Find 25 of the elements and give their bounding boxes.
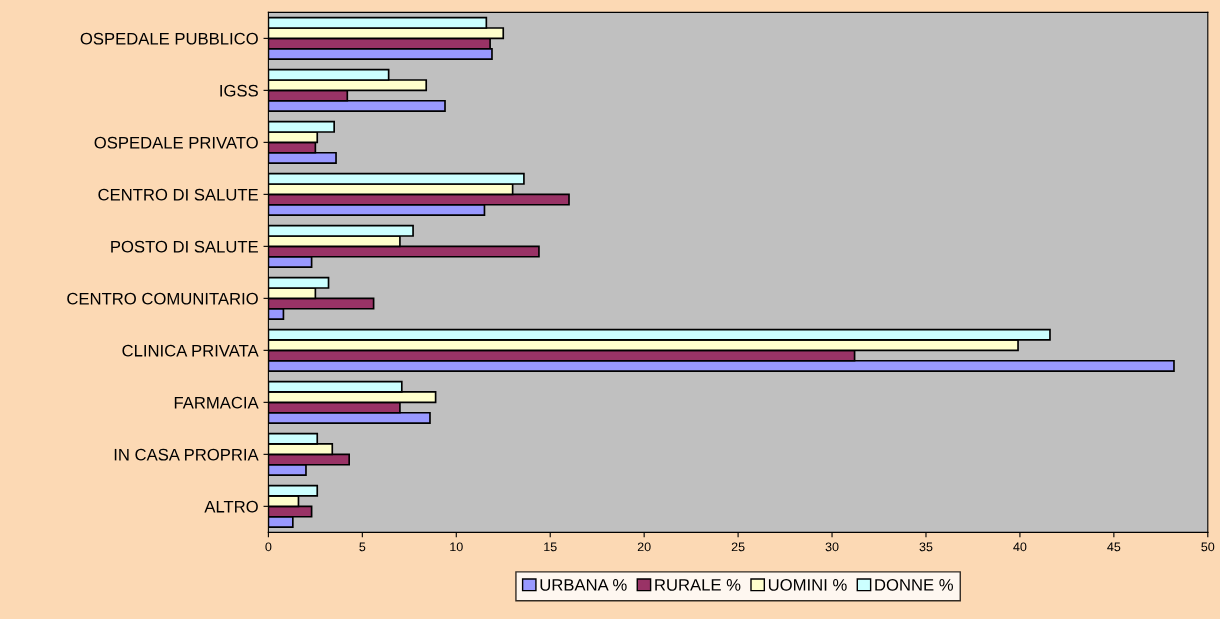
x-tick-label: 20: [637, 542, 651, 552]
x-tick-label: 25: [731, 542, 745, 552]
legend-label: URBANA %: [540, 579, 627, 591]
x-tick-label: 15: [544, 542, 557, 552]
x-tick-label: 5: [359, 542, 366, 552]
x-tick-label: 40: [1013, 542, 1027, 552]
legend-label: RURALE %: [655, 579, 741, 591]
y-tick-label: CENTRO DI SALUTE: [98, 188, 258, 201]
x-tick-label: 45: [1107, 542, 1121, 552]
y-tick-label: OSPEDALE PUBBLICO: [80, 32, 258, 45]
y-tick-label: IGSS: [220, 84, 258, 97]
x-tick-label: 50: [1201, 542, 1215, 552]
legend-label: UOMINI %: [768, 578, 847, 591]
x-tick-label: 35: [919, 542, 933, 552]
y-tick-label: OSPEDALE PRIVATO: [94, 136, 258, 149]
y-tick-label: ALTRO: [204, 500, 258, 513]
y-tick-label: IN CASA PROPRIA: [114, 448, 259, 461]
y-tick-label: CENTRO COMUNITARIO: [67, 292, 258, 305]
x-tick-label: 10: [450, 542, 463, 552]
x-tick-label: 0: [265, 542, 272, 552]
y-tick-label: FARMACIA: [174, 396, 259, 409]
y-tick-label: POSTO DI SALUTE: [111, 240, 258, 253]
legend-label: DONNE %: [875, 578, 953, 591]
y-tick-label: CLINICA PRIVATA: [122, 344, 259, 357]
x-tick-label: 30: [825, 542, 839, 552]
